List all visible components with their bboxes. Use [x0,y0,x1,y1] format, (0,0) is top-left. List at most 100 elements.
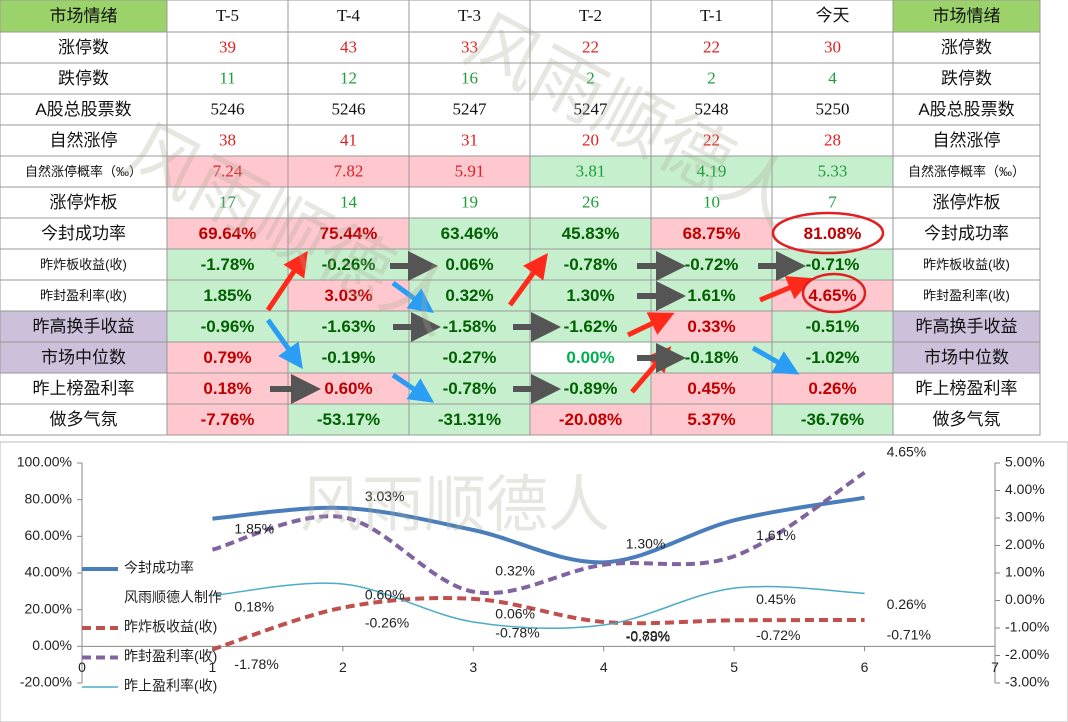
x-tick-label: 7 [991,659,999,675]
y-tick-label: 80.00% [25,490,72,506]
legend-label: 昨炸板收益(收) [124,619,217,635]
x-tick-label: 4 [600,659,608,675]
row-label: A股总股票数 [35,100,131,119]
cell-value: -7.76% [201,410,255,429]
data-label: 0.06% [495,606,535,622]
cell [529,403,652,436]
cell [650,62,773,95]
row-label-cell [0,124,168,157]
cell-value: 0.06% [445,255,493,274]
cell-value: 30 [824,37,841,56]
cell-value: 4.19 [697,161,727,180]
row-label-cell [892,186,1041,219]
cell-value: 16 [461,68,478,87]
arrow [507,252,548,307]
chart-area [0,441,1068,722]
row-label: 跌停数 [58,69,109,88]
row-label: 跌停数 [941,69,992,88]
cell-value: 3.03% [324,286,372,305]
cell-value: 0.33% [687,317,735,336]
row-label: 涨停炸板 [933,193,1001,212]
header-label: T-3 [458,6,481,25]
data-label: 0.32% [495,562,535,578]
cell [166,372,289,405]
cell-value: 14 [340,192,358,211]
watermark: 风雨顺德人 [300,468,610,541]
cell-value: -1.02% [806,348,860,367]
cell [408,93,531,126]
header-label: 今天 [816,6,850,25]
cell-value: -0.19% [322,348,376,367]
cell [287,341,410,374]
cell-value: 20 [582,130,599,149]
row-label: 今封成功率 [924,224,1009,243]
cell [166,93,289,126]
series-line [211,596,865,652]
cell-value: -0.72% [685,255,739,274]
cell-value: 3.81 [576,161,606,180]
row-label: A股总股票数 [918,100,1014,119]
cell [771,372,894,405]
row-label-cell [0,403,168,436]
row-label-cell [0,31,168,64]
arrow [265,318,303,370]
cell [408,124,531,157]
cell-value: 2 [586,68,595,87]
cell-value: -1.63% [322,317,376,336]
y-tick-label: 20.00% [25,600,72,616]
arrow [751,345,800,375]
chart: -20.00%0.00%20.00%40.00%60.00%80.00%100.… [0,441,1068,722]
series-line [212,582,865,630]
row-label: 今封成功率 [41,224,126,243]
cell-value: -0.78% [564,255,618,274]
cell-value: -0.89% [564,379,618,398]
cell-value: 5.37% [687,410,735,429]
cell-value: -31.31% [438,410,501,429]
cell-value: 4.65% [808,286,856,305]
cell-value: 4 [828,68,837,87]
cell [408,31,531,64]
data-label: -0.72% [756,627,800,643]
cell-value: 5248 [695,99,729,118]
cell-value: 12 [340,68,357,87]
row-label-cell [0,217,168,250]
cell [408,403,531,436]
cell-value: 31 [461,130,478,149]
row-label-cell [892,31,1041,64]
row-label-cell [0,62,168,95]
data-label: 0.60% [365,587,405,603]
data-label: 0.26% [887,596,927,612]
cell [529,341,652,374]
cell-value: -0.78% [443,379,497,398]
row-label: 昨炸板收益(收) [923,257,1010,272]
y-tick-label: 60.00% [25,527,72,543]
cell-value: 39 [219,37,236,56]
cell-value: 0.45% [687,379,735,398]
header-cell [166,0,289,33]
row-label-cell [0,155,168,188]
data-label: -0.89% [626,628,670,644]
cell-value: 43 [340,37,357,56]
x-tick-label: 1 [209,659,217,675]
row-label: 做多气氛 [933,410,1001,429]
row-label: 自然涨停概率（‰） [908,164,1025,179]
series-line [211,470,866,595]
cell [529,124,652,157]
header-label: T-5 [216,6,239,25]
cell-value: 41 [340,130,357,149]
y-tick-label: 40.00% [25,564,72,580]
cell [166,124,289,157]
cell-value: 2 [707,68,716,87]
row-label: 自然涨停 [933,131,1001,150]
cell-value: 28 [824,130,841,149]
cell [408,62,531,95]
cell-value: 7.82 [334,161,364,180]
y-tick-label: 100.00% [17,454,72,470]
cell-value: -0.71% [806,255,860,274]
cell-value: -36.76% [801,410,864,429]
series-line [212,495,865,565]
y-tick-label: -20.00% [20,674,72,690]
cell [529,155,652,188]
cell-value: 17 [219,192,237,211]
row-label-cell [892,341,1041,374]
